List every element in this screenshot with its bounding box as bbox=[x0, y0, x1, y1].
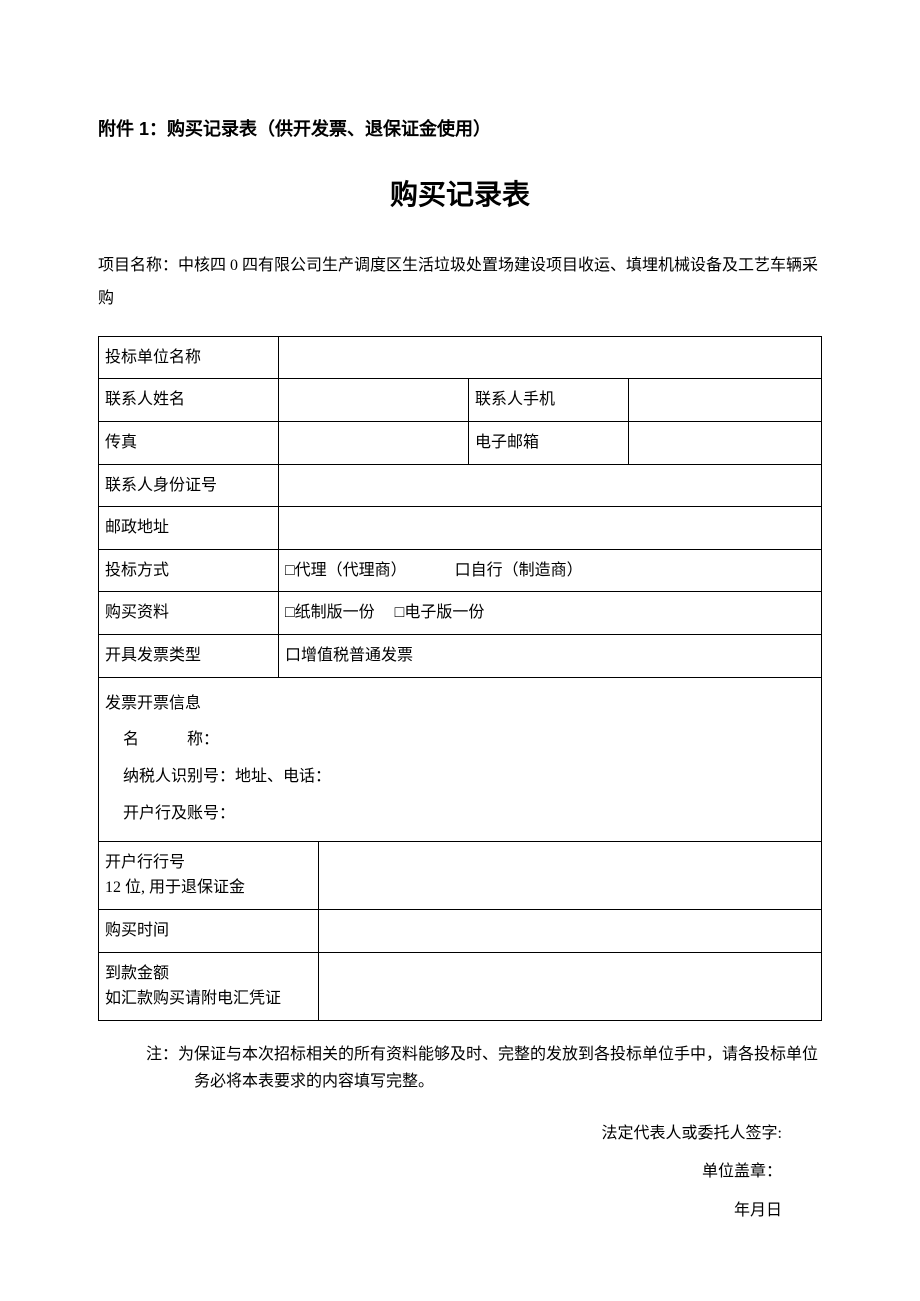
value-purchase-time[interactable] bbox=[319, 909, 822, 952]
value-bidder-unit[interactable] bbox=[279, 336, 822, 379]
main-title: 购买记录表 bbox=[98, 174, 822, 219]
amount-line2: 如汇款购买请附电汇凭证 bbox=[105, 986, 312, 1012]
project-name-block: 项目名称：中核四 0 四有限公司生产调度区生活垃圾处置场建设项目收运、填埋机械设… bbox=[98, 249, 822, 316]
table-row: 邮政地址 bbox=[99, 507, 822, 550]
table-row: 到款金额 如汇款购买请附电汇凭证 bbox=[99, 952, 822, 1020]
signature-date: 年月日 bbox=[98, 1192, 782, 1230]
label-bid-method: 投标方式 bbox=[99, 549, 279, 592]
table-row: 投标单位名称 bbox=[99, 336, 822, 379]
label-contact-name: 联系人姓名 bbox=[99, 379, 279, 422]
value-amount[interactable] bbox=[319, 952, 822, 1020]
table-row: 联系人身份证号 bbox=[99, 464, 822, 507]
note-text: 为保证与本次招标相关的所有资料能够及时、完整的发放到各投标单位手中，请各投标单位… bbox=[178, 1046, 818, 1090]
label-postal-address: 邮政地址 bbox=[99, 507, 279, 550]
purchase-record-table: 投标单位名称 联系人姓名 联系人手机 传真 电子邮箱 联系人身份证号 邮政地址 … bbox=[98, 336, 822, 842]
value-bank-no[interactable] bbox=[319, 842, 822, 910]
table-row: 发票开票信息 名 称： 纳税人识别号：地址、电话： 开户行及账号： bbox=[99, 677, 822, 841]
table-row: 联系人姓名 联系人手机 bbox=[99, 379, 822, 422]
bank-no-line1: 开户行行号 bbox=[105, 850, 312, 876]
signature-block: 法定代表人或委托人签字: 单位盖章： 年月日 bbox=[98, 1115, 822, 1230]
label-contact-id: 联系人身份证号 bbox=[99, 464, 279, 507]
amount-line1: 到款金额 bbox=[105, 961, 312, 987]
table-row: 开具发票类型 口增值税普通发票 bbox=[99, 634, 822, 677]
label-amount: 到款金额 如汇款购买请附电汇凭证 bbox=[99, 952, 319, 1020]
table-row: 购买时间 bbox=[99, 909, 822, 952]
table-row: 购买资料 □纸制版一份 □电子版一份 bbox=[99, 592, 822, 635]
table-row: 开户行行号 12 位, 用于退保证金 bbox=[99, 842, 822, 910]
label-purchase-material: 购买资料 bbox=[99, 592, 279, 635]
table-row: 投标方式 □代理（代理商） 口自行（制造商） bbox=[99, 549, 822, 592]
signature-stamp: 单位盖章： bbox=[98, 1153, 782, 1191]
value-bid-method[interactable]: □代理（代理商） 口自行（制造商） bbox=[279, 549, 822, 592]
note-prefix: 注： bbox=[146, 1046, 178, 1063]
project-text: 中核四 0 四有限公司生产调度区生活垃圾处置场建设项目收运、填埋机械设备及工艺车… bbox=[98, 257, 818, 308]
attachment-header: 附件 1：购买记录表（供开发票、退保证金使用） bbox=[98, 115, 822, 144]
label-email: 电子邮箱 bbox=[469, 421, 629, 464]
label-bidder-unit: 投标单位名称 bbox=[99, 336, 279, 379]
label-invoice-type: 开具发票类型 bbox=[99, 634, 279, 677]
value-invoice-type[interactable]: 口增值税普通发票 bbox=[279, 634, 822, 677]
bank-no-line2: 12 位, 用于退保证金 bbox=[105, 875, 312, 901]
note-section: 注：为保证与本次招标相关的所有资料能够及时、完整的发放到各投标单位手中，请各投标… bbox=[98, 1031, 822, 1095]
signature-signer: 法定代表人或委托人签字: bbox=[98, 1115, 782, 1153]
label-fax: 传真 bbox=[99, 421, 279, 464]
value-purchase-material[interactable]: □纸制版一份 □电子版一份 bbox=[279, 592, 822, 635]
project-label: 项目名称： bbox=[98, 257, 178, 274]
invoice-bank-line: 开户行及账号： bbox=[105, 796, 815, 833]
invoice-info-title: 发票开票信息 bbox=[105, 686, 815, 723]
label-contact-phone: 联系人手机 bbox=[469, 379, 629, 422]
invoice-info-cell[interactable]: 发票开票信息 名 称： 纳税人识别号：地址、电话： 开户行及账号： bbox=[99, 677, 822, 841]
label-bank-no: 开户行行号 12 位, 用于退保证金 bbox=[99, 842, 319, 910]
value-fax[interactable] bbox=[279, 421, 469, 464]
invoice-name-line: 名 称： bbox=[105, 722, 815, 759]
value-contact-phone[interactable] bbox=[629, 379, 822, 422]
purchase-record-table-2: 开户行行号 12 位, 用于退保证金 购买时间 到款金额 如汇款购买请附电汇凭证 bbox=[98, 842, 822, 1021]
value-contact-id[interactable] bbox=[279, 464, 822, 507]
value-email[interactable] bbox=[629, 421, 822, 464]
value-postal-address[interactable] bbox=[279, 507, 822, 550]
invoice-taxid-line: 纳税人识别号：地址、电话： bbox=[105, 759, 815, 796]
value-contact-name[interactable] bbox=[279, 379, 469, 422]
label-purchase-time: 购买时间 bbox=[99, 909, 319, 952]
table-row: 传真 电子邮箱 bbox=[99, 421, 822, 464]
